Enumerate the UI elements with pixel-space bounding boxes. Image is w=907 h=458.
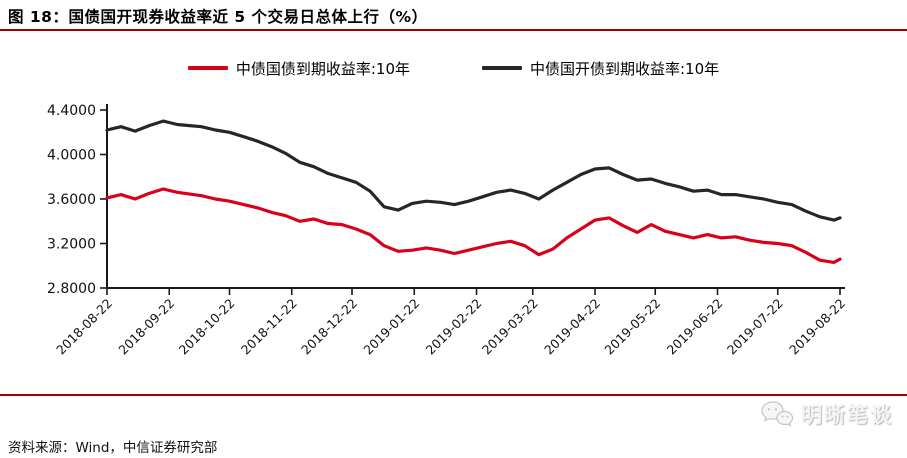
watermark: 明晰笔谈: [760, 399, 893, 429]
legend-item-guozhai: 中债国债到期收益率:10年: [187, 58, 410, 79]
watermark-text: 明晰笔谈: [801, 403, 893, 427]
x-tick-label: 2019-03-22: [479, 296, 541, 358]
x-tick-label: 2018-10-22: [176, 296, 238, 358]
legend-label-guokai: 中债国开债到期收益率:10年: [530, 59, 720, 78]
legend-swatch-black-line: [482, 66, 522, 70]
x-tick-label: 2019-06-22: [664, 296, 726, 358]
y-tick-label: 4.0000: [47, 148, 96, 164]
guozhai-yield-line: [105, 187, 842, 264]
x-tick-label: 2019-05-22: [601, 296, 663, 358]
x-tick-label: 2018-09-22: [115, 296, 177, 358]
y-tick-label: 3.6000: [47, 192, 96, 208]
legend-swatch-red-line: [187, 66, 228, 70]
x-tick-label: 2019-07-22: [724, 296, 786, 358]
y-tick-label: 2.8000: [47, 281, 96, 297]
figure-title: 图 18：国债国开现券收益率近 5 个交易日总体上行（%）: [8, 8, 428, 26]
x-tick-label: 2019-02-22: [423, 296, 485, 358]
x-tick-label: 2019-08-22: [786, 296, 848, 358]
x-tick-label: 2018-11-22: [238, 296, 300, 358]
y-tick-label: 4.4000: [47, 103, 96, 119]
source-text: 资料来源：Wind，中信证券研究部: [8, 440, 218, 456]
wechat-icon: [761, 401, 794, 427]
guokai-yield-line: [105, 119, 842, 222]
x-tick-label: 2018-12-22: [298, 296, 360, 358]
x-tick-label: 2018-08-22: [53, 296, 115, 358]
y-tick-label: 3.2000: [47, 237, 96, 253]
legend-label-guozhai: 中债国债到期收益率:10年: [235, 59, 410, 78]
chart-legend: 中债国债到期收益率:10年 中债国开债到期收益率:10年: [0, 57, 907, 79]
footer-rule: [0, 394, 907, 396]
title-rule: [0, 29, 907, 31]
x-tick-label: 2019-01-22: [360, 296, 422, 358]
legend-item-guokai: 中债国开债到期收益率:10年: [482, 58, 719, 79]
x-tick-label: 2019-04-22: [541, 296, 603, 358]
